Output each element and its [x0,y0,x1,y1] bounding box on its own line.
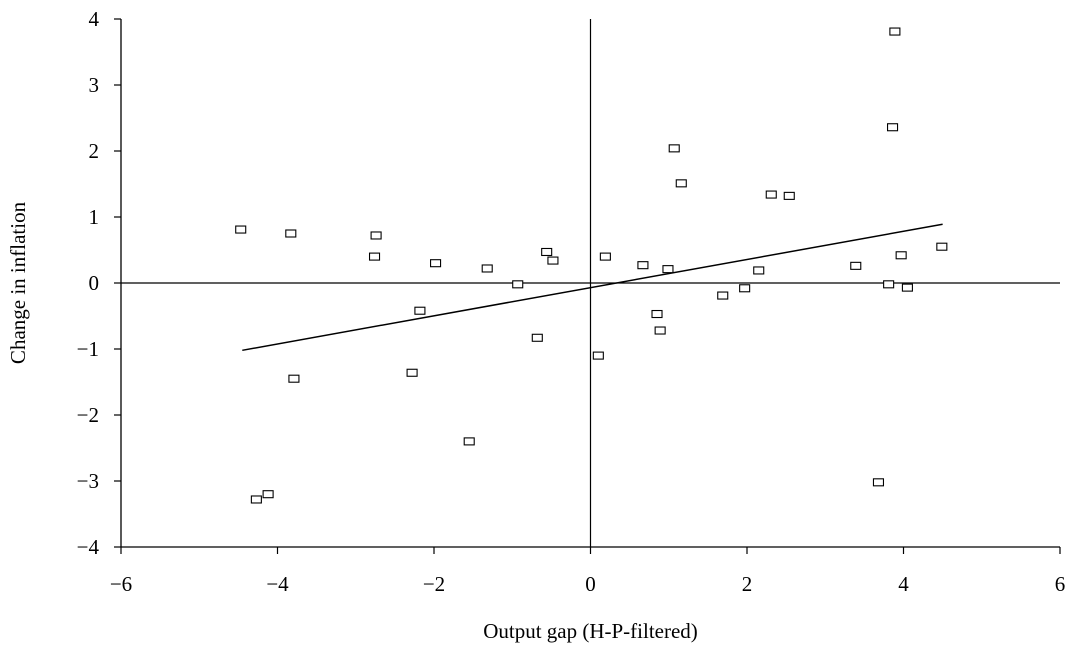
data-point [668,144,680,153]
data-point [547,256,559,265]
x-axis-title: Output gap (H-P-filtered) [483,619,698,643]
data-point [783,191,795,200]
axes: −4 −3 −2 −1 0 1 2 3 4 −6 −4 −2 0 2 4 6 [77,7,1066,596]
y-tick-label: 3 [89,73,100,97]
y-axis-title: Change in inflation [6,201,30,364]
x-tick-label: −6 [110,572,132,596]
data-point [651,309,663,319]
data-point [414,306,426,315]
data-point [765,190,777,199]
data-point [675,179,687,188]
y-tick-label: 1 [89,205,100,229]
data-point [889,27,901,36]
data-point [936,242,948,251]
data-point [288,374,300,383]
y-tick-label: −3 [77,469,99,493]
y-tick-label: 4 [89,7,100,31]
data-point [883,280,895,289]
data-point [901,283,913,292]
data-point [739,284,751,293]
data-point [654,326,666,335]
x-tick-label: −2 [423,572,445,596]
data-point [368,252,381,261]
data-point [406,368,418,377]
x-tick-label: 6 [1055,572,1066,596]
x-tick-label: −4 [266,572,289,596]
plot-area [121,19,1060,547]
data-point [592,351,604,360]
y-tick-label: 0 [89,271,100,295]
data-point [430,259,442,268]
x-tick-label: 2 [742,572,753,596]
data-point [872,478,885,487]
data-point [662,265,674,274]
data-point [850,261,862,270]
data-point [512,280,524,289]
data-point [262,490,274,499]
data-point [717,291,729,300]
data-point [637,261,649,270]
data-point [370,231,382,240]
y-tick-label: 2 [89,139,100,163]
data-point [481,264,493,273]
data-point [753,266,765,275]
data-point [285,229,297,238]
y-tick-label: −4 [77,535,100,559]
data-point [235,225,247,234]
x-tick-label: 4 [898,572,909,596]
data-point [886,123,899,132]
data-point [463,437,475,446]
data-point [599,252,611,261]
data-point [541,247,553,257]
data-point [895,251,907,260]
y-tick-label: −2 [77,403,99,427]
x-tick-label: 0 [585,572,596,596]
data-point [531,333,543,342]
regression-line [242,223,943,352]
y-tick-label: −1 [77,337,99,361]
data-point [250,495,262,504]
